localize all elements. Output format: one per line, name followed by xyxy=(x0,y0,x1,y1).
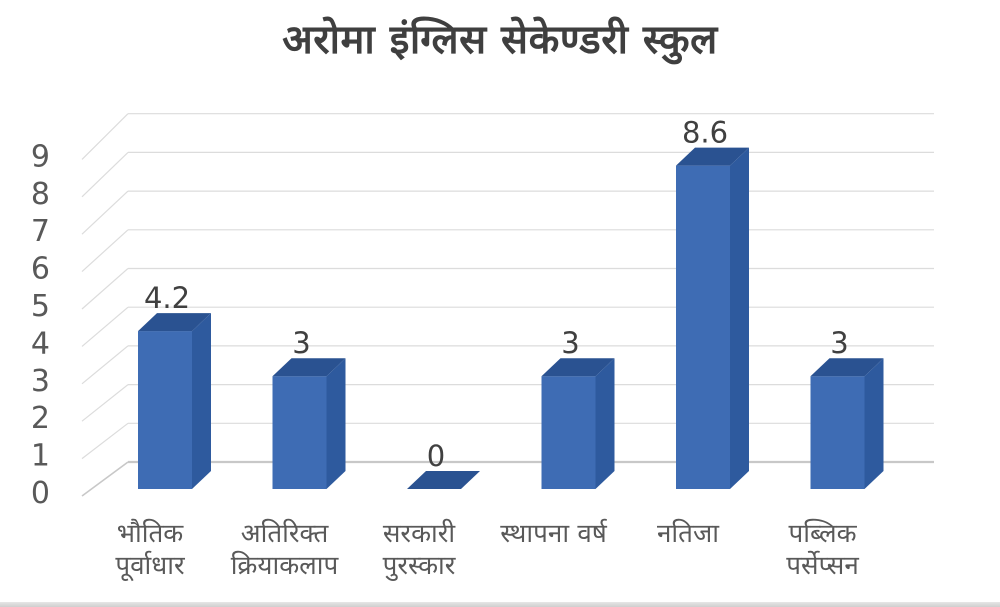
y-tick-label: 1 xyxy=(31,439,50,474)
gridline-diagonal xyxy=(81,113,129,160)
y-tick-label: 3 xyxy=(31,364,50,399)
data-label: 3 xyxy=(561,326,579,360)
gridline-diagonal xyxy=(81,306,129,347)
category-label: नतिजा xyxy=(657,518,720,549)
chart-title: अरोमा इंग्लिस सेकेण्डरी स्कुल xyxy=(282,17,718,63)
bar-side-face xyxy=(192,313,211,489)
bar-side-face xyxy=(326,358,346,489)
category-label: पब्लिक पर्सेप्सन xyxy=(786,518,859,581)
gridline-diagonal xyxy=(81,151,129,198)
bar-front-face xyxy=(272,376,327,489)
bar-front-face xyxy=(138,331,192,489)
bar-top-face xyxy=(676,147,749,166)
y-tick-label: 8 xyxy=(31,177,50,212)
bar-top-face xyxy=(541,358,615,377)
gridline-diagonal xyxy=(81,422,129,460)
category-label: भौतिक पूर्वाधार xyxy=(115,518,186,582)
bar-front-face xyxy=(810,376,865,489)
data-label: 3 xyxy=(292,326,310,360)
gridline-diagonal xyxy=(81,268,129,310)
gridline-diagonal xyxy=(81,190,129,235)
bar-front-face xyxy=(541,376,596,489)
y-tick-label: 2 xyxy=(31,401,50,436)
y-tick-label: 0 xyxy=(31,476,50,511)
y-tick-label: 7 xyxy=(31,214,50,249)
data-label: 3 xyxy=(830,326,848,360)
bar-top-face xyxy=(272,358,346,377)
bar-side-face xyxy=(864,358,884,489)
category-label: सरकारी पुरस्कार xyxy=(383,518,457,581)
y-tick-label: 4 xyxy=(31,326,50,361)
bar-zero-face xyxy=(407,471,480,489)
gridline-diagonal xyxy=(81,384,129,422)
bar-side-face xyxy=(595,358,615,489)
bar-side-face xyxy=(730,147,749,489)
gridline-diagonal xyxy=(81,345,129,385)
data-label: 0 xyxy=(427,439,445,473)
data-label: 4.2 xyxy=(144,281,190,315)
bar-top-face xyxy=(810,358,884,377)
bottom-edge-strip xyxy=(0,602,1000,607)
gridline-diagonal xyxy=(81,229,129,273)
category-label: अतिरिक्त क्रियाकलाप xyxy=(231,518,340,581)
category-label: स्थापना वर्ष xyxy=(500,518,608,549)
y-tick-label: 5 xyxy=(31,289,50,324)
y-tick-label: 6 xyxy=(31,252,50,287)
gridline-diagonal xyxy=(81,461,129,497)
data-label: 8.6 xyxy=(682,116,728,150)
bar-front-face xyxy=(676,165,730,489)
bar-top-face xyxy=(138,313,211,332)
y-tick-label: 9 xyxy=(31,139,50,174)
